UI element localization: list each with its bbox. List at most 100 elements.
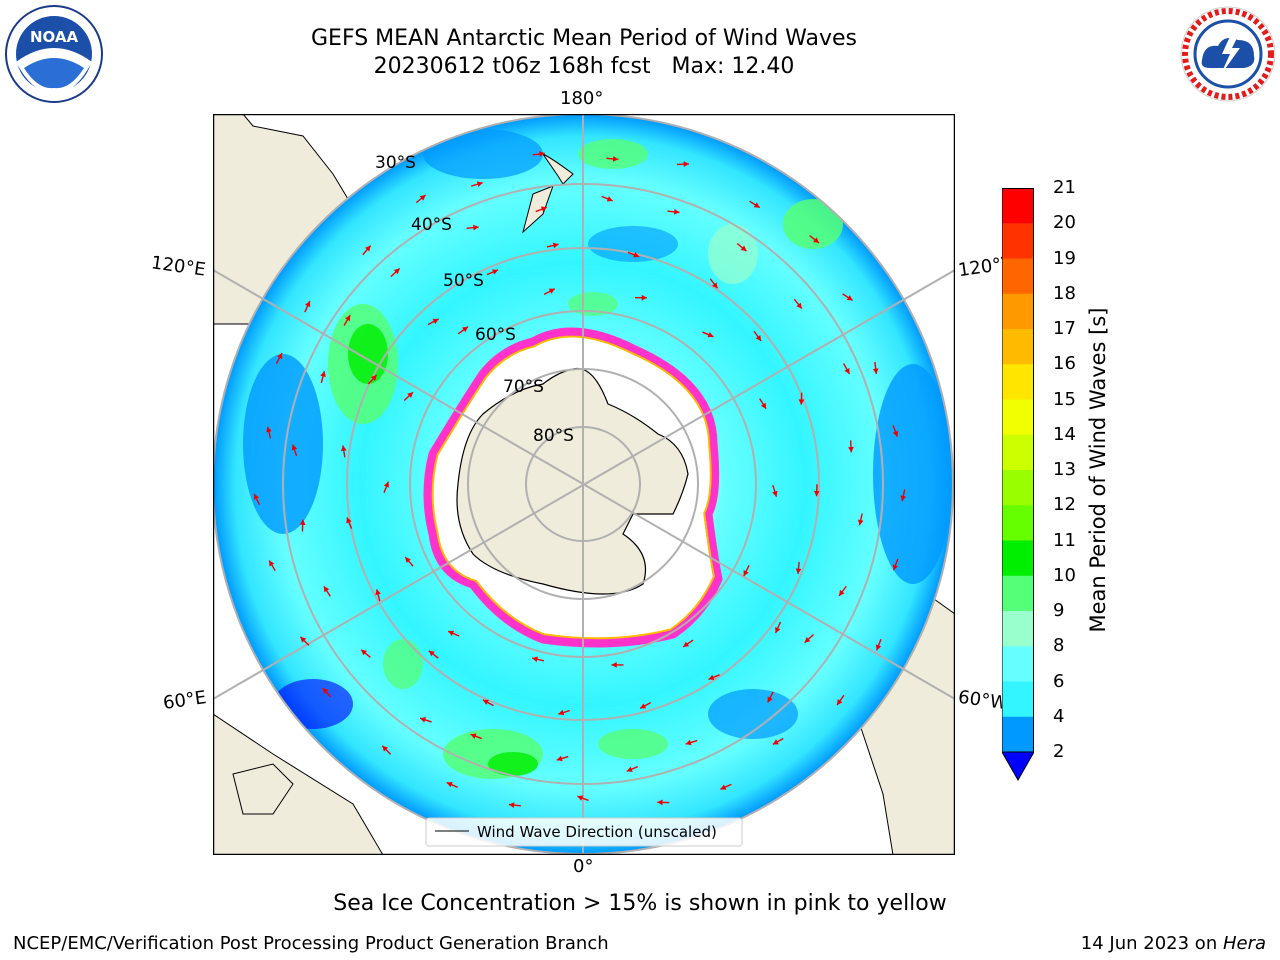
direction-arrow-head xyxy=(462,326,468,333)
africa-land xyxy=(213,713,384,855)
antarctica-land xyxy=(456,367,689,595)
colorbar-tick-label: 17 xyxy=(1053,318,1076,339)
colorbar xyxy=(1001,188,1035,782)
direction-arrow-head xyxy=(626,766,633,772)
direction-arrow-head xyxy=(345,315,351,322)
graticule xyxy=(213,114,955,855)
madagascar-land xyxy=(232,763,294,815)
direction-arrow-head xyxy=(540,206,547,212)
direction-arrow-head xyxy=(428,650,435,657)
direction-arrow-head xyxy=(683,641,690,647)
direction-arrow-head xyxy=(539,151,545,157)
colorbar-title: Mean Period of Wind Waves [s] xyxy=(1086,307,1110,633)
direction-arrow-head xyxy=(552,242,559,249)
direction-arrow-head xyxy=(383,481,390,488)
colorbar-tick-label: 2 xyxy=(1053,741,1065,762)
lon-label-60e: 60°E xyxy=(161,687,208,714)
direction-arrow-head xyxy=(798,399,805,405)
colorbar-swatch xyxy=(1002,611,1034,647)
colorbar-swatch xyxy=(1002,188,1034,224)
colorbar-swatch xyxy=(1002,293,1034,330)
legend-label: Wind Wave Direction (unscaled) xyxy=(477,823,717,841)
direction-arrow-head xyxy=(872,368,879,374)
direction-arrow-head xyxy=(482,699,489,705)
direction-arrow-head xyxy=(720,784,727,790)
direction-arrow-head xyxy=(253,493,260,500)
direction-arrow-head xyxy=(299,519,306,525)
direction-arrow-head xyxy=(558,709,565,716)
map-frame xyxy=(212,113,956,856)
colorbar-tick-label: 13 xyxy=(1053,459,1076,480)
direction-arrow-head xyxy=(382,745,389,752)
direction-arrow-head xyxy=(813,237,820,243)
direction-arrow-head xyxy=(743,570,749,577)
direction-arrow-head xyxy=(804,636,811,643)
direction-arrow-head xyxy=(892,430,899,437)
colorbar-tick-label: 6 xyxy=(1053,670,1065,692)
footer-date-text: 14 Jun 2023 on xyxy=(1080,933,1223,954)
direction-arrow-head xyxy=(419,195,426,201)
lat-label-80s: 80°S xyxy=(533,426,574,446)
direction-arrow-head xyxy=(612,156,619,162)
direction-arrow-head xyxy=(291,444,298,451)
colorbar-swatch xyxy=(1002,716,1034,753)
colorbar-swatch xyxy=(1002,329,1034,365)
direction-arrow-head xyxy=(772,739,779,745)
direction-arrow-head xyxy=(393,268,400,275)
direction-arrow-head xyxy=(432,318,439,325)
colorbar-tick-label: 21 xyxy=(1053,177,1076,198)
colorbar-swatch xyxy=(1002,258,1034,295)
direction-arrow-head xyxy=(900,495,907,502)
direction-arrow-head xyxy=(813,490,820,497)
chart-subtitle: 20230612 t06z 168h fcst Max: 12.40 xyxy=(373,54,795,79)
direction-arrow-head xyxy=(685,739,692,746)
direction-arrow-head xyxy=(839,589,845,596)
colorbar-swatch xyxy=(1002,681,1034,718)
direction-arrow-head xyxy=(875,644,882,651)
direction-arrow-head xyxy=(633,252,640,258)
map-legend: Wind Wave Direction (unscaled) xyxy=(425,817,743,847)
direction-arrow-head xyxy=(640,703,647,709)
colorbar-extend-min xyxy=(1001,751,1035,782)
lat-label-30s: 30°S xyxy=(375,153,416,173)
colorbar-swatch xyxy=(1002,434,1034,471)
direction-arrow-head xyxy=(375,589,381,596)
direction-arrow-head xyxy=(548,288,555,294)
direction-arrow-head xyxy=(470,733,477,739)
colorbar-tick-label: 11 xyxy=(1053,529,1076,551)
sea-ice-note: Sea Ice Concentration > 15% is shown in … xyxy=(333,891,947,916)
colorbar-swatch xyxy=(1002,575,1034,612)
colorbar-swatch xyxy=(1002,540,1034,577)
direction-arrow-head xyxy=(606,196,613,202)
direction-arrow-head xyxy=(837,699,843,706)
colorbar-tick-label: 8 xyxy=(1053,635,1065,657)
direction-arrow-head xyxy=(796,302,802,309)
direction-arrow-head xyxy=(846,295,853,301)
lon-label-120e: 120°E xyxy=(149,252,207,281)
colorbar-tick-label: 15 xyxy=(1053,388,1076,410)
colorbar-tick-label: 19 xyxy=(1053,247,1076,269)
direction-arrow-head xyxy=(556,755,563,762)
direction-arrow-head xyxy=(844,367,850,374)
lat-label-70s: 70°S xyxy=(503,377,544,397)
lat-label-50s: 50°S xyxy=(443,271,484,291)
lon-label-180: 180° xyxy=(560,88,604,109)
footer-host: Hera xyxy=(1222,933,1266,954)
colorbar-swatch xyxy=(1002,364,1034,400)
direction-arrow-head xyxy=(641,294,647,301)
colorbar-swatches xyxy=(1001,188,1035,782)
direction-arrow-head xyxy=(361,649,367,656)
chart-title: GEFS MEAN Antarctic Mean Period of Wind … xyxy=(311,26,857,51)
direction-arrow-head xyxy=(323,586,330,593)
direction-arrow-head xyxy=(712,282,718,289)
direction-arrow-head xyxy=(857,519,864,526)
colorbar-swatch xyxy=(1002,399,1034,436)
direction-arrow-head xyxy=(370,375,377,381)
direction-arrow-head xyxy=(848,446,854,453)
direction-arrow-head xyxy=(611,662,617,668)
direction-arrow-head xyxy=(405,557,411,563)
direction-arrow-head xyxy=(346,517,352,524)
direction-arrow-head xyxy=(740,245,747,252)
direction-arrow-head xyxy=(753,202,760,208)
colorbar-tick-label: 10 xyxy=(1053,564,1076,586)
